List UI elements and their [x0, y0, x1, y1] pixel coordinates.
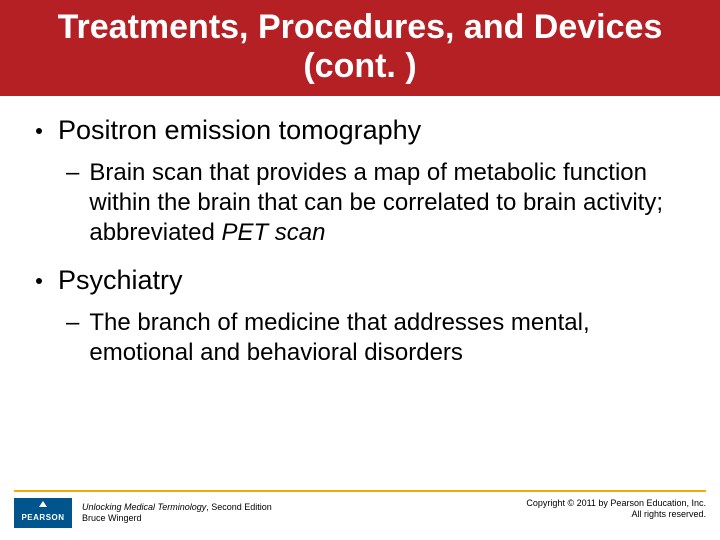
slide-body: Positron emission tomography – Brain sca…: [0, 96, 720, 368]
list-item-label: Psychiatry: [58, 264, 183, 298]
list-subitem-text: The branch of medicine that addresses me…: [89, 308, 684, 368]
logo-text: PEARSON: [21, 513, 64, 522]
list-subitem: – The branch of medicine that addresses …: [66, 308, 684, 368]
copyright-line2: All rights reserved.: [526, 509, 706, 520]
list-subitem-text: Brain scan that provides a map of metabo…: [89, 158, 684, 248]
book-author: Bruce Wingerd: [82, 513, 272, 524]
footer-left: PEARSON Unlocking Medical Terminology, S…: [14, 498, 272, 528]
book-title: Unlocking Medical Terminology: [82, 502, 206, 512]
book-info: Unlocking Medical Terminology, Second Ed…: [82, 502, 272, 525]
slide-title-bar: Treatments, Procedures, and Devices (con…: [0, 0, 720, 96]
pearson-logo: PEARSON: [14, 498, 72, 528]
bullet-icon: [36, 128, 42, 134]
list-item: Positron emission tomography: [36, 114, 684, 148]
slide-footer: PEARSON Unlocking Medical Terminology, S…: [0, 490, 720, 528]
subitem-italic: PET scan: [221, 219, 325, 246]
list-item-label: Positron emission tomography: [58, 114, 421, 148]
book-line1: Unlocking Medical Terminology, Second Ed…: [82, 502, 272, 513]
subitem-plain: The branch of medicine that addresses me…: [89, 309, 589, 366]
footer-row: PEARSON Unlocking Medical Terminology, S…: [14, 498, 706, 528]
dash-icon: –: [66, 308, 79, 338]
list-item: Psychiatry: [36, 264, 684, 298]
dash-icon: –: [66, 158, 79, 188]
book-edition: , Second Edition: [206, 502, 272, 512]
subitem-plain: Brain scan that provides a map of metabo…: [89, 159, 663, 246]
footer-divider: [14, 490, 706, 492]
bullet-icon: [36, 278, 42, 284]
footer-right: Copyright © 2011 by Pearson Education, I…: [526, 498, 706, 521]
list-subitem: – Brain scan that provides a map of meta…: [66, 158, 684, 248]
slide-title: Treatments, Procedures, and Devices (con…: [58, 8, 663, 85]
copyright-line1: Copyright © 2011 by Pearson Education, I…: [526, 498, 706, 509]
